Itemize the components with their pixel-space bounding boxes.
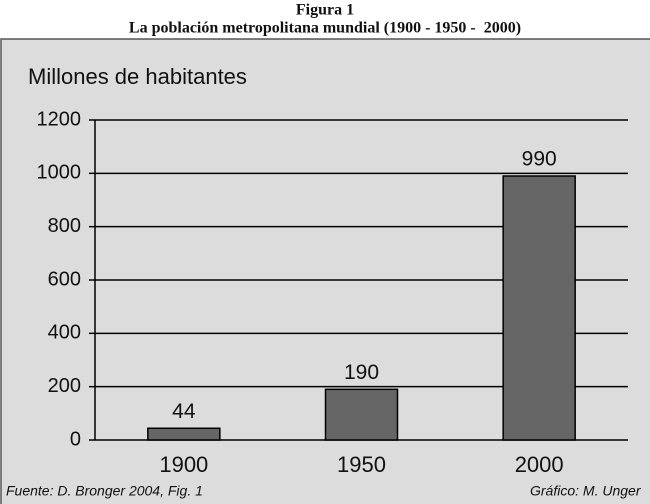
data-label: 190 bbox=[344, 361, 379, 384]
x-tick-label: 1950 bbox=[337, 452, 386, 477]
y-tick-label: 1000 bbox=[37, 162, 82, 184]
y-tick-label: 0 bbox=[70, 428, 81, 450]
data-label: 44 bbox=[172, 400, 196, 423]
x-tick-label: 2000 bbox=[515, 452, 564, 477]
y-tick-label: 400 bbox=[48, 322, 81, 344]
y-tick-label: 600 bbox=[48, 268, 81, 290]
y-tick-label: 1200 bbox=[37, 108, 82, 130]
bar bbox=[324, 388, 399, 441]
y-tick-label: 200 bbox=[48, 375, 81, 397]
source-note: Fuente: D. Bronger 2004, Fig. 1 bbox=[6, 483, 203, 499]
y-tick-label: 800 bbox=[48, 215, 81, 237]
credit-note: Gráfico: M. Unger bbox=[530, 483, 642, 499]
y-axis-label: Millones de habitantes bbox=[28, 64, 247, 89]
chart-subtitle: La población metropolitana mundial (1900… bbox=[129, 20, 521, 37]
x-tick-label: 1900 bbox=[159, 452, 208, 477]
bar bbox=[502, 175, 576, 441]
bar bbox=[147, 427, 221, 441]
chart-title: Figura 1 bbox=[296, 2, 354, 19]
data-label: 990 bbox=[522, 148, 557, 171]
